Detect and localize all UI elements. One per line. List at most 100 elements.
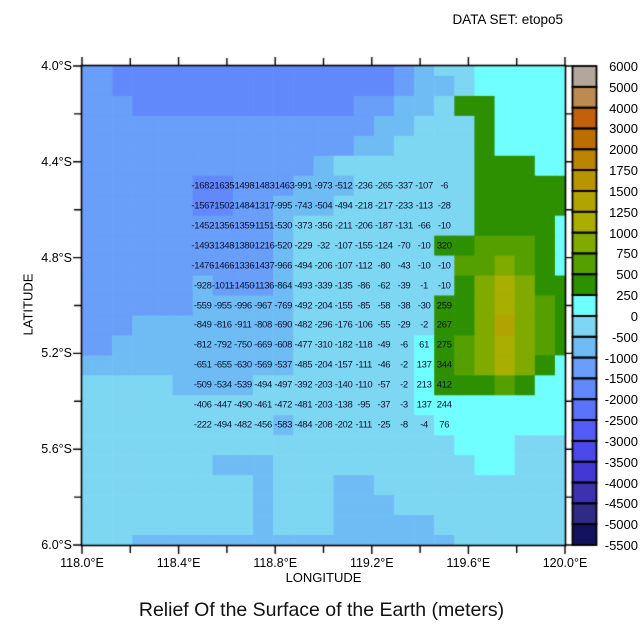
colorbar-tick-label: 250 [616,288,638,304]
cell-value: -482 [294,319,313,331]
cell-value: -58 [377,300,391,311]
cell-value: -211 [335,220,353,232]
cell-value: -1136 [252,280,275,292]
cell-value: -995 [274,200,293,212]
cell-value: -512 [334,180,353,192]
cell-value: -155 [334,300,353,311]
colorbar-tick-label: 1500 [609,183,638,199]
cell-value: -1348 [211,240,235,252]
cell-value: -176 [334,319,353,331]
cell-value: -124 [374,240,393,252]
cell-value: -233 [395,200,413,212]
cell-value: -743 [294,200,313,212]
cell-value: -808 [254,319,273,331]
cell-value: 137 [416,359,432,371]
cell-value: -46 [377,359,391,371]
cell-value: -477 [294,339,313,351]
colorbar-tick-label: 2000 [609,142,638,158]
cell-value: -509 [193,379,212,391]
cell-value: -651 [193,359,212,371]
cell-value: -229 [294,240,313,252]
cell-value: -49 [377,339,391,351]
cell-value: -608 [274,339,293,351]
cell-value: -373 [294,220,313,232]
cell-value: -504 [314,200,333,212]
cell-value: -750 [234,339,252,351]
colorbar-tick-label: -500 [611,329,638,345]
cell-value: -1437 [251,260,275,272]
cell-value: -630 [234,359,252,371]
cell-value: -1483 [251,180,275,192]
cell-value: -95 [357,399,371,411]
colorbar-tick-label: 1250 [609,204,638,220]
cell-value: -1 [420,280,429,292]
cell-value: -494 [213,419,232,431]
cell-value: -456 [254,419,273,431]
cell-value: -1493 [191,240,215,252]
cell-value: 344 [436,359,452,371]
colorbar-tick-label: 500 [616,267,638,283]
cell-value: -1450 [231,280,255,292]
cell-value: -111 [355,359,373,371]
cell-value: -485 [294,359,313,371]
y-tick-label: 5.2°S [41,346,72,361]
cell-value: -80 [377,260,391,272]
colorbar-tick-label: -4500 [604,496,638,512]
dataset-label: DATA SET: etopo5 [452,12,563,27]
cell-value: -55 [377,319,391,331]
colorbar-tick-label: 3000 [609,121,638,137]
cell-value: -1682 [191,180,215,192]
cell-value: -113 [415,200,433,212]
cell-value: -32 [317,240,330,252]
cell-value: -461 [254,399,273,411]
cell-value: -70 [397,240,411,252]
cell-value: -1452 [191,220,215,232]
cell-value: -66 [417,220,431,232]
colorbar-tick-label: 4000 [609,100,638,116]
colorbar-tick-label: -2500 [604,413,638,429]
cell-value: -1466 [211,260,235,272]
cell-value: -62 [377,280,391,292]
cell-value: -131 [395,220,413,232]
cell-value: -1380 [231,240,255,252]
cell-value: -583 [274,419,293,431]
colorbar-tick-label: 6000 [609,59,638,74]
cell-value: -107 [334,240,353,252]
colorbar-tick-label: -4000 [604,475,638,491]
colorbar-tick-label: -5500 [604,538,638,553]
x-tick-label: 118.0°E [60,556,104,570]
cell-value: -39 [397,280,411,292]
cell-value: -1502 [211,200,235,212]
colorbar-tick-label: -1000 [604,350,638,366]
cell-value: -447 [213,399,232,411]
cell-value: -86 [357,280,371,292]
x-tick-label: 118.4°E [156,556,201,570]
cell-value: -1476 [191,260,215,272]
cell-value: -217 [374,200,393,212]
colorbar-tick-label: -5000 [604,517,638,533]
x-axis-title: LONGITUDE [285,570,362,585]
cell-value: -1484 [231,200,255,212]
cell-value: -484 [294,419,313,431]
cell-value: -10 [417,260,431,272]
cell-value: -1011 [211,280,234,292]
cell-value: -792 [213,339,232,351]
cell-value: -204 [314,359,333,371]
cell-value: -655 [213,359,232,371]
cell-value: -991 [294,180,313,192]
cell-value: -140 [334,379,353,391]
cell-value: -534 [213,379,232,391]
cell-value: -236 [354,180,373,192]
cell-value: -492 [294,300,313,311]
cell-value: -2 [400,359,408,371]
cell-value: -537 [274,359,293,371]
y-axis-title: LATITUDE [20,273,36,336]
cell-value: -2 [420,319,429,331]
cell-value: -539 [234,379,252,391]
cell-value: 412 [436,379,452,391]
cell-value: -816 [213,319,232,331]
cell-value: -182 [334,339,353,351]
cell-value: -1463 [271,180,295,192]
cell-value: -490 [234,399,252,411]
